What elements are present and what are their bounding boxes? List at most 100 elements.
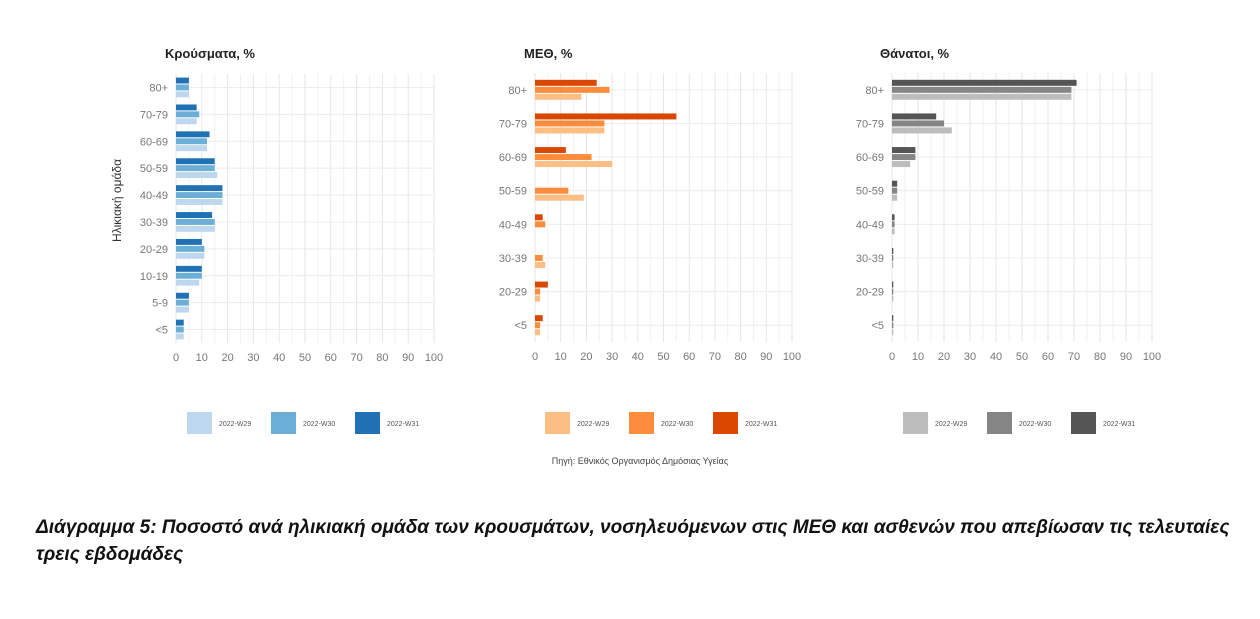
category-label: 70-79: [499, 118, 527, 130]
x-tick-label: 0: [889, 351, 895, 363]
x-tick-label: 0: [532, 351, 538, 363]
bar: [892, 93, 1072, 100]
x-tick-label: 90: [1120, 351, 1132, 363]
bar: [535, 221, 546, 228]
category-label: 30-39: [140, 217, 168, 229]
x-tick-label: 80: [1094, 351, 1106, 363]
bar: [535, 154, 592, 161]
category-label: 60-69: [856, 152, 884, 164]
y-axis-label: Ηλικιακή ομάδα: [110, 159, 124, 242]
bar: [176, 111, 200, 118]
bar: [535, 261, 546, 268]
x-tick-label: 10: [912, 351, 924, 363]
legend-label: 2022-W31: [745, 421, 777, 428]
bar: [892, 86, 1072, 93]
bar: [176, 158, 215, 165]
category-label: 20-29: [856, 287, 884, 299]
bar: [176, 238, 202, 245]
bar: [892, 261, 894, 268]
category-label: 70-79: [140, 109, 168, 121]
category-label: 60-69: [499, 152, 527, 164]
bar: [176, 131, 210, 138]
figure-caption: Διάγραμμα 5: Ποσοστό ανά ηλικιακή ομάδα …: [36, 517, 1230, 565]
bar: [892, 322, 894, 329]
legend-swatch: [713, 412, 738, 434]
x-tick-label: 50: [299, 352, 311, 364]
x-tick-label: 60: [1042, 351, 1054, 363]
legend-swatch: [271, 412, 296, 434]
x-tick-label: 70: [709, 351, 721, 363]
category-label: 30-39: [499, 253, 527, 265]
x-tick-label: 80: [376, 352, 388, 364]
panel-title: ΜΕΘ, %: [524, 46, 573, 61]
source-note: Πηγή: Εθνικός Οργανισμός Δημόσιας Υγείας: [552, 456, 729, 466]
bar: [176, 77, 189, 84]
legend-label: 2022-W31: [387, 421, 419, 428]
bar: [176, 272, 202, 279]
bar: [176, 265, 202, 272]
category-label: 10-19: [140, 271, 168, 283]
category-label: 80+: [508, 85, 527, 97]
bar: [176, 104, 197, 111]
panel-title: Θάνατοι, %: [880, 46, 950, 61]
x-tick-label: 100: [1143, 351, 1161, 363]
bar: [535, 194, 584, 201]
x-tick-label: 50: [657, 351, 669, 363]
bar: [535, 113, 677, 120]
bar: [892, 194, 898, 201]
x-tick-label: 30: [964, 351, 976, 363]
bar: [535, 315, 543, 322]
bar: [176, 292, 189, 299]
legend-label: 2022-W30: [661, 421, 693, 428]
bar: [535, 86, 610, 93]
x-tick-label: 90: [402, 352, 414, 364]
bar: [892, 288, 894, 295]
x-tick-label: 20: [580, 351, 592, 363]
bar: [892, 315, 894, 322]
category-label: 40-49: [856, 219, 884, 231]
bar: [535, 161, 613, 168]
x-tick-label: 80: [734, 351, 746, 363]
bar: [176, 145, 207, 152]
x-tick-label: 100: [783, 351, 801, 363]
category-label: 80+: [149, 82, 168, 94]
category-label: 60-69: [140, 136, 168, 148]
legend-swatch: [187, 412, 212, 434]
bar: [176, 299, 189, 306]
category-label: <5: [871, 320, 884, 332]
bar: [535, 329, 541, 336]
legend-label: 2022-W31: [1103, 421, 1135, 428]
category-label: 40-49: [499, 219, 527, 231]
x-tick-label: 60: [325, 352, 337, 364]
category-label: 50-59: [140, 163, 168, 175]
bar: [176, 306, 189, 313]
category-label: 20-29: [140, 244, 168, 256]
bar: [892, 79, 1077, 86]
legend-swatch: [355, 412, 380, 434]
bar: [892, 214, 895, 221]
bar: [535, 295, 541, 302]
x-tick-label: 40: [632, 351, 644, 363]
x-tick-label: 70: [350, 352, 362, 364]
category-label: 70-79: [856, 118, 884, 130]
bar: [176, 199, 223, 205]
bar: [892, 113, 937, 120]
x-tick-label: 40: [990, 351, 1002, 363]
bar: [892, 281, 894, 288]
bar: [535, 120, 605, 127]
bar: [176, 91, 189, 98]
bar: [535, 214, 543, 221]
x-tick-label: 70: [1068, 351, 1080, 363]
bar: [892, 154, 916, 161]
x-tick-label: 40: [273, 352, 285, 364]
bar: [176, 212, 213, 218]
bar: [535, 79, 597, 86]
x-tick-label: 0: [173, 352, 179, 364]
bar: [892, 161, 911, 168]
bar: [176, 185, 223, 192]
bar: [535, 288, 541, 295]
legend-label: 2022-W29: [935, 421, 967, 428]
bar: [176, 165, 215, 172]
bar: [535, 93, 582, 100]
